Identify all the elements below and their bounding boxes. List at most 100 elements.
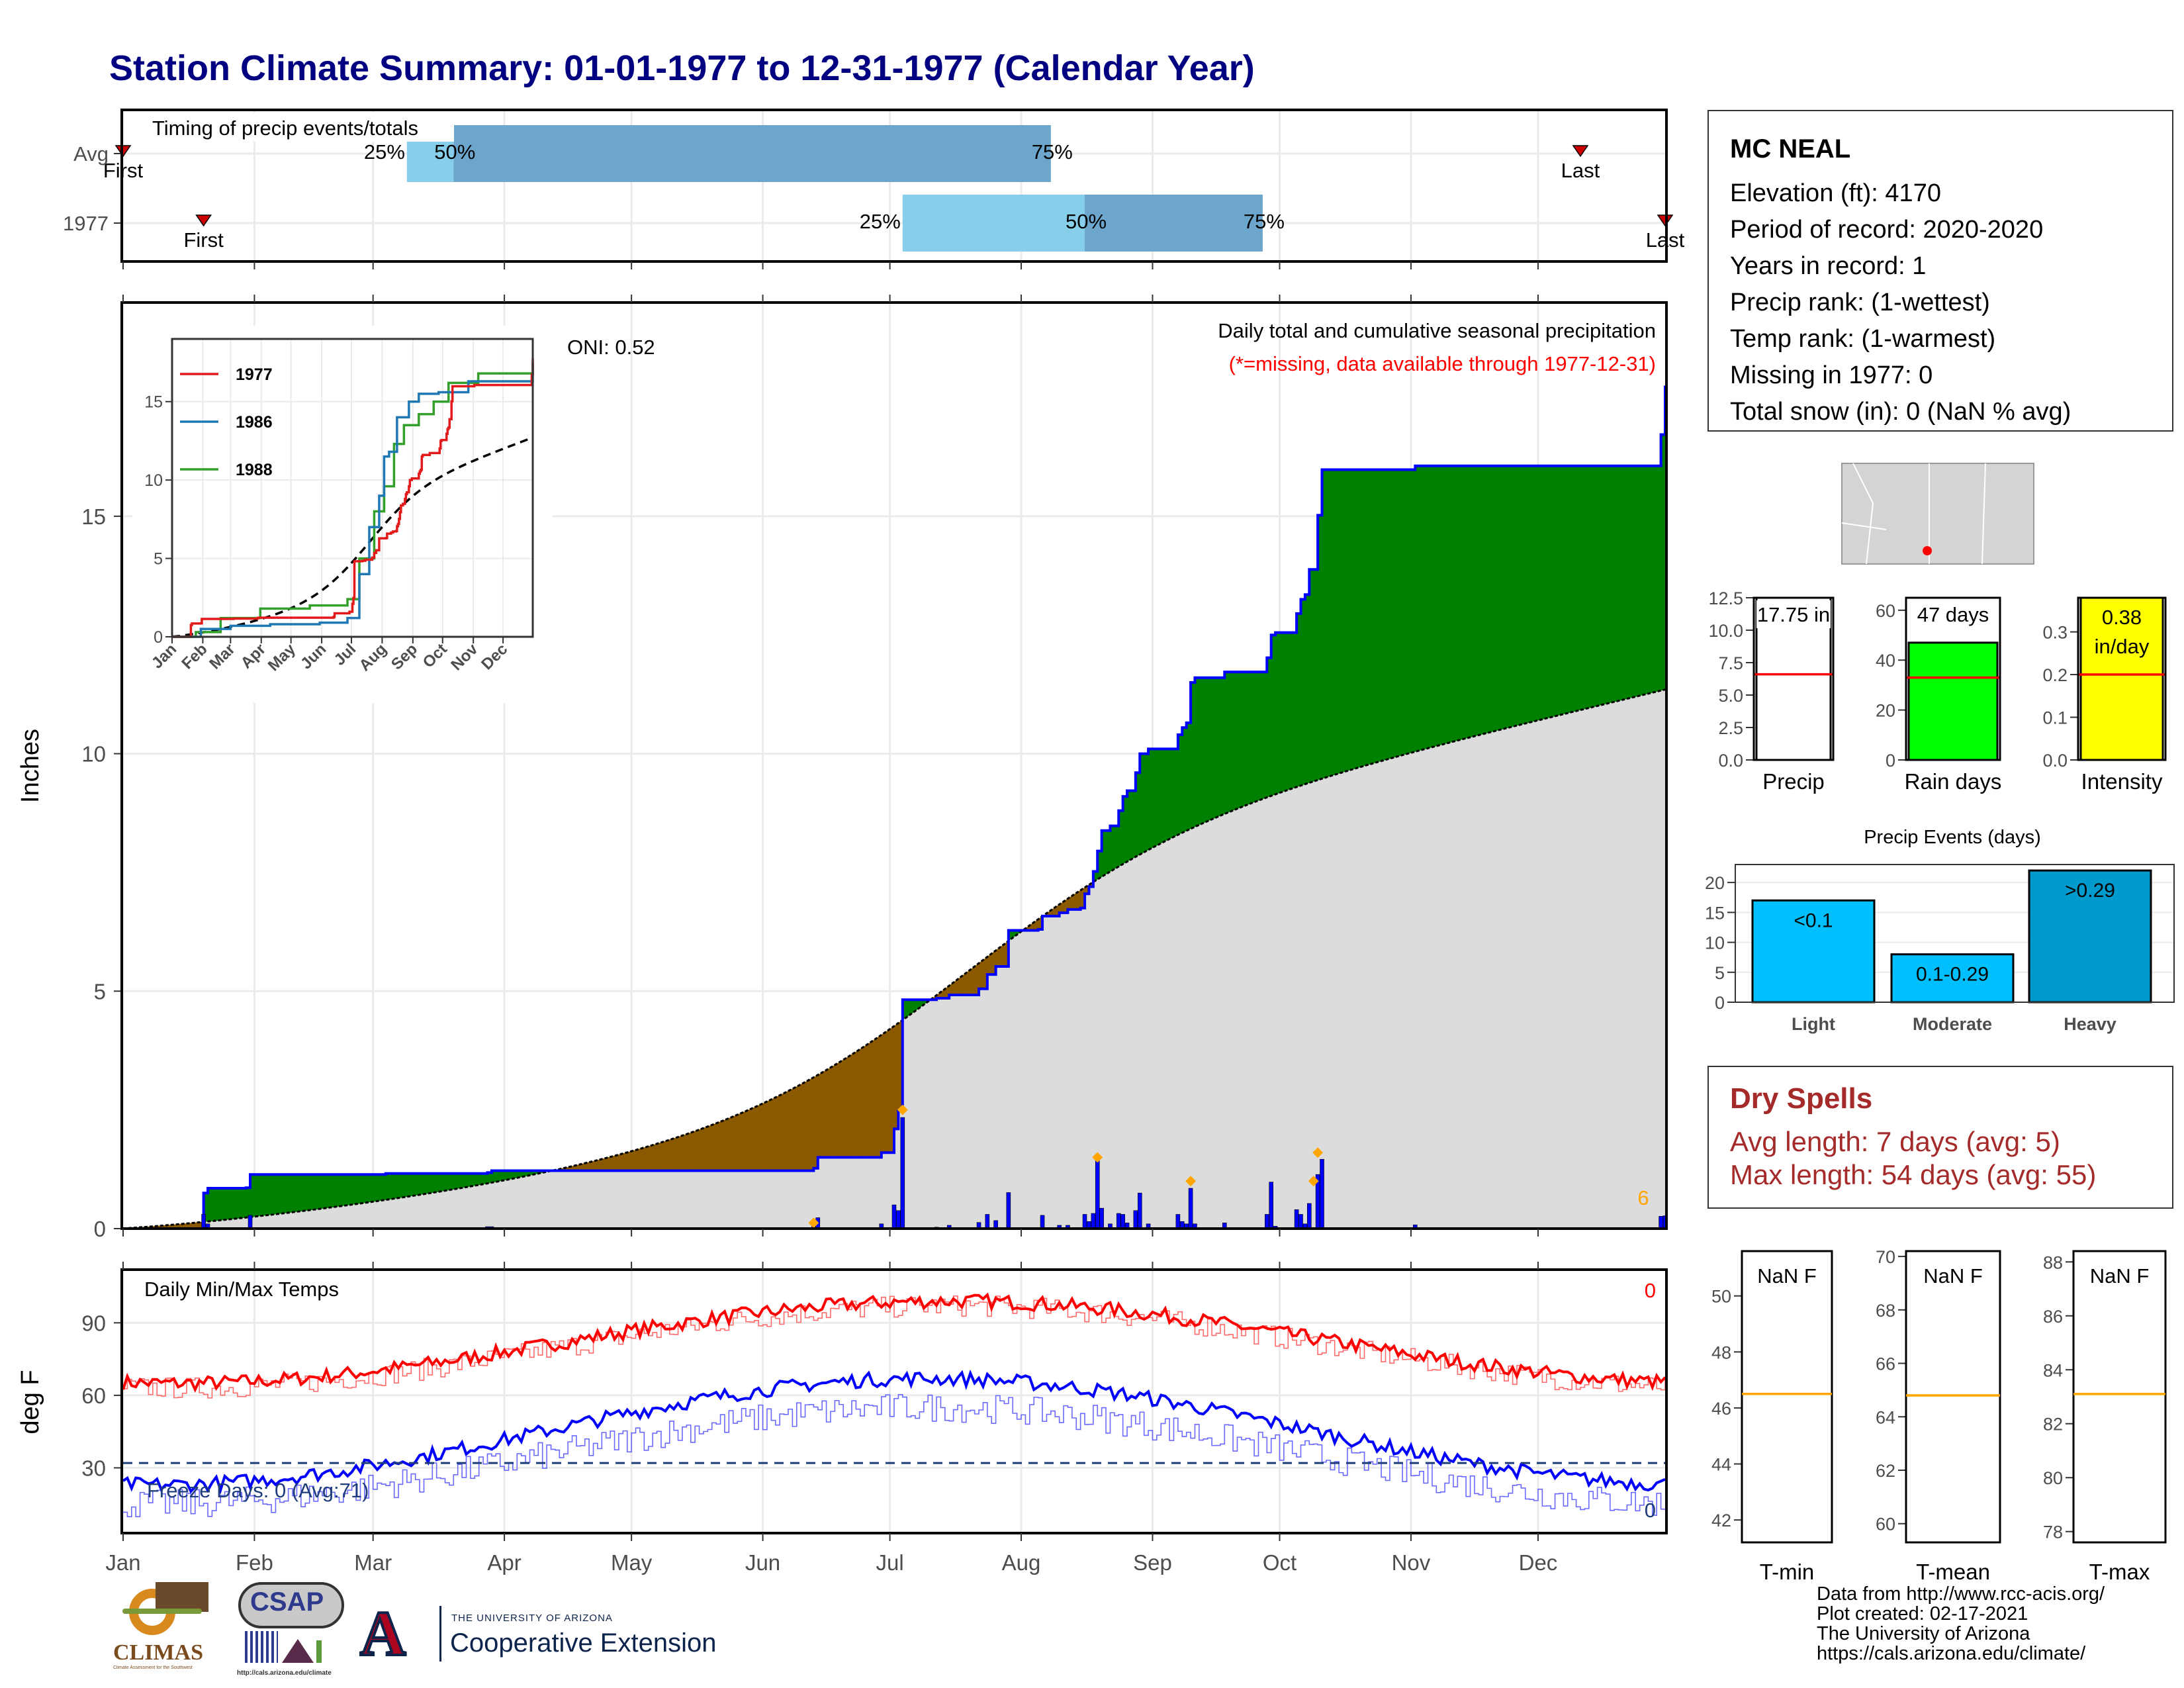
summary-y-tick-label: 0.0 bbox=[1718, 751, 1743, 771]
station-name: MC NEAL bbox=[1730, 134, 1851, 164]
timing-first-label: First bbox=[103, 159, 144, 182]
missing-marker bbox=[897, 1104, 908, 1115]
events-bar bbox=[2028, 869, 2152, 1004]
summary-y-tick-label: 20 bbox=[1876, 701, 1895, 721]
daily-precip-bar bbox=[1269, 1182, 1273, 1229]
tempbox-y-tick-label: 78 bbox=[2043, 1523, 2063, 1542]
tempbox-panel bbox=[1905, 1250, 2001, 1544]
summary-value-label-bg bbox=[1909, 600, 1997, 628]
tempbox-y-tick-label: 42 bbox=[1711, 1511, 1731, 1530]
ua-logo: A THE UNIVERSITY OF ARIZONA Cooperative … bbox=[357, 1597, 754, 1670]
events-y-tick-label: 15 bbox=[1705, 903, 1725, 923]
summary-y-tick-label: 0.2 bbox=[2042, 665, 2068, 685]
daily-precip-bar bbox=[1659, 1216, 1663, 1229]
daily-precip-bar bbox=[1006, 1192, 1011, 1229]
summary-y-tick-label: 0.3 bbox=[2042, 623, 2068, 643]
dry-spells-avg: Avg length: 7 days (avg: 5) bbox=[1730, 1126, 2060, 1157]
csap-logo: CSAP http://cals.arizona.edu/climate bbox=[232, 1575, 351, 1681]
month-axis-label: Aug bbox=[1002, 1550, 1041, 1575]
events-title: Precip Events (days) bbox=[1864, 827, 2041, 848]
summary-value-label: 17.75 in bbox=[1757, 603, 1830, 626]
inset-y-tick-label: 0 bbox=[154, 628, 163, 647]
events-category-label: Moderate bbox=[1913, 1014, 1992, 1034]
events-category-label: Heavy bbox=[2064, 1014, 2116, 1034]
tempbox-y-tick-label: 80 bbox=[2043, 1468, 2063, 1488]
tempbox-y-tick-label: 84 bbox=[2043, 1360, 2063, 1380]
events-y-tick-label: 0 bbox=[1715, 993, 1725, 1013]
daily-precip-bar bbox=[1099, 1207, 1104, 1229]
daily-precip-bar bbox=[1188, 1188, 1193, 1229]
precip-subtitle: (*=missing, data available through 1977-… bbox=[1229, 352, 1656, 375]
temp-y-tick-label: 30 bbox=[81, 1456, 106, 1480]
month-axis-label: Jan bbox=[105, 1550, 140, 1575]
daily-precip-bar bbox=[891, 1204, 897, 1229]
summary-category-label: Precip bbox=[1762, 769, 1825, 794]
station-info-box: MC NEAL Elevation (ft): 4170 Period of r… bbox=[1707, 110, 2173, 432]
inset-line-1977 bbox=[172, 358, 534, 638]
daily-precip-bar bbox=[248, 1215, 253, 1229]
credit-line: Data from http://www.rcc-acis.org/ bbox=[1817, 1583, 2105, 1605]
timing-q50-label: 50% bbox=[1066, 210, 1107, 233]
climas-logo-text: CLIMAS bbox=[113, 1640, 204, 1665]
tmax-avg-line bbox=[122, 1292, 1666, 1393]
daily-precip-bar bbox=[1307, 1203, 1312, 1229]
tempbox-y-tick-label: 44 bbox=[1711, 1455, 1731, 1475]
month-axis-label: Dec bbox=[1519, 1550, 1558, 1575]
events-bar-label: >0.29 bbox=[2065, 880, 2115, 902]
timing-title: Timing of precip events/totals bbox=[152, 117, 418, 140]
timing-panel-border bbox=[120, 109, 1668, 263]
summary-y-tick-label: 5.0 bbox=[1718, 686, 1743, 706]
temp-y-axis-label: deg F bbox=[17, 1370, 44, 1434]
month-axis-label: Nov bbox=[1392, 1550, 1431, 1575]
tempbox-y-tick-label: 68 bbox=[1876, 1301, 1895, 1321]
missing-marker bbox=[1308, 1176, 1319, 1187]
inset-y-tick-label: 15 bbox=[144, 393, 163, 412]
month-axis-label: Feb bbox=[236, 1550, 273, 1575]
summary-category-label: Rain days bbox=[1905, 769, 2002, 794]
station-period: Period of record: 2020-2020 bbox=[1730, 216, 2044, 244]
tempbox-y-tick-label: 88 bbox=[2043, 1252, 2063, 1272]
oni-label: ONI: 0.52 bbox=[567, 336, 655, 359]
precip-y-tick-label: 10 bbox=[81, 742, 106, 767]
month-axis-label: Apr bbox=[487, 1550, 521, 1575]
inset-y-tick-label: 10 bbox=[144, 471, 163, 490]
timing-bar-q25-q50 bbox=[902, 195, 1085, 252]
tempbox-value-label: NaN F bbox=[2090, 1264, 2150, 1288]
station-temp-rank: Temp rank: (1-warmest) bbox=[1730, 325, 1996, 353]
freeze-days-label: Freeze Days: 0 (Avg:71) bbox=[147, 1479, 369, 1502]
daily-precip-bar bbox=[1320, 1158, 1324, 1229]
csap-logo-text: CSAP bbox=[250, 1587, 324, 1617]
precip-y-tick-label: 5 bbox=[94, 979, 106, 1004]
tempbox-y-tick-label: 46 bbox=[1711, 1399, 1731, 1419]
summary-y-tick-label: 12.5 bbox=[1708, 588, 1743, 608]
timing-last-marker bbox=[1572, 145, 1589, 158]
summary-value-bar bbox=[1907, 641, 1999, 761]
daily-precip-bar bbox=[1095, 1160, 1100, 1229]
precip-panel-border bbox=[120, 301, 1668, 1230]
daily-precip-bar bbox=[1120, 1214, 1125, 1229]
daily-precip-bar bbox=[1298, 1214, 1303, 1229]
credit-line: Plot created: 02-17-2021 bbox=[1817, 1603, 2028, 1624]
tempbox-panel bbox=[1741, 1250, 1833, 1544]
precip-y-axis-label: Inches bbox=[17, 729, 44, 803]
daily-precip-bar bbox=[1137, 1192, 1142, 1229]
inset-avg-line bbox=[171, 436, 533, 638]
inset-legend-label: 1977 bbox=[236, 365, 273, 384]
events-bar-label: <0.1 bbox=[1794, 910, 1833, 931]
summary-value-bar bbox=[2079, 596, 2164, 761]
events-panel-border bbox=[1735, 864, 2175, 1003]
tmin-count: 0 bbox=[1645, 1499, 1656, 1522]
inset-y-tick-label: 5 bbox=[154, 550, 163, 569]
climas-logo-mark bbox=[122, 1582, 208, 1635]
timing-bar-q50-q75 bbox=[1085, 195, 1263, 252]
temp-y-tick-label: 60 bbox=[81, 1383, 106, 1408]
tmin-avg-line bbox=[122, 1369, 1666, 1495]
temp-panel-border bbox=[120, 1268, 1668, 1534]
inset-legend-label: 1986 bbox=[236, 413, 273, 432]
precip-corner-label: 6 bbox=[1637, 1186, 1649, 1209]
inset-legend-label: 1988 bbox=[236, 461, 273, 479]
tempbox-y-tick-label: 82 bbox=[2043, 1415, 2063, 1434]
summary-y-tick-label: 60 bbox=[1876, 601, 1895, 621]
daily-precip-bar bbox=[1133, 1210, 1138, 1229]
tempbox-y-tick-label: 64 bbox=[1876, 1407, 1895, 1427]
